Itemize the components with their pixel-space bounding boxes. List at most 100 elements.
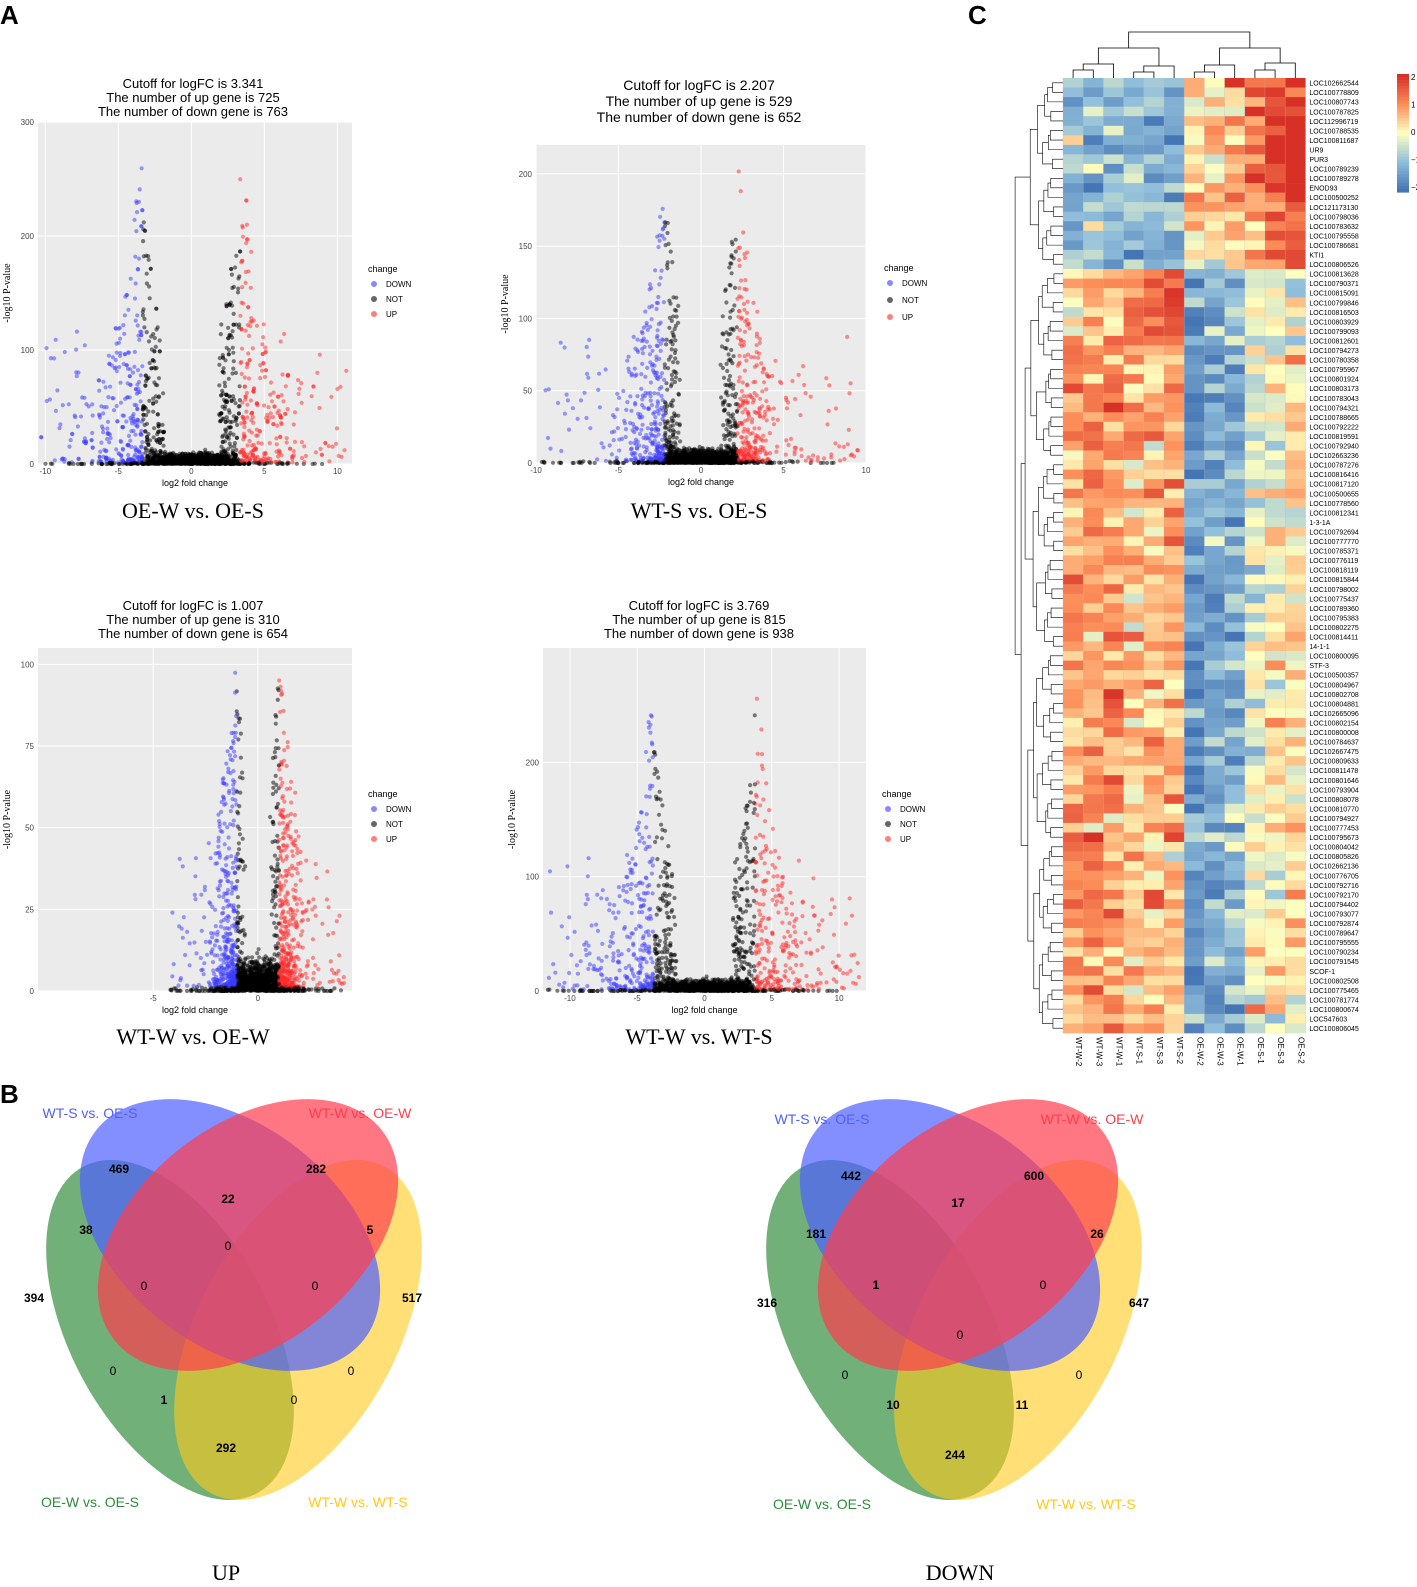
data-point [643,436,648,441]
data-point [127,374,132,379]
data-point [43,461,48,466]
data-point [741,394,746,399]
data-point [236,411,241,416]
data-point [158,458,163,463]
data-point [587,337,592,342]
data-point [219,393,224,398]
data-point [226,347,232,353]
x-tick-label: 10 [333,467,342,476]
data-point [737,375,742,380]
data-point [724,433,729,439]
data-point [144,281,149,286]
data-point [240,836,245,841]
data-point [745,429,750,434]
data-point [217,383,222,388]
data-point [260,351,265,357]
data-point [90,430,95,436]
data-point [260,368,265,373]
data-point [148,266,153,271]
data-point [728,315,733,320]
data-point [639,372,644,377]
data-point [67,460,72,465]
data-point [141,220,146,225]
data-point [128,438,133,443]
data-point [629,373,634,378]
data-point [761,433,766,438]
data-point [304,975,309,980]
data-point [791,460,796,465]
data-point [734,325,739,330]
data-point [646,406,652,411]
data-point [737,286,742,291]
data-point [156,429,161,434]
data-point [833,441,838,446]
data-point [74,374,79,379]
data-point [588,460,593,466]
data-point [630,452,635,458]
data-point [745,400,751,405]
data-point [668,354,673,359]
data-point [67,444,72,449]
data-point [672,350,678,356]
data-point [245,443,250,448]
data-point [246,351,251,356]
data-point [261,335,266,340]
data-point [48,356,54,361]
data-point [718,459,723,464]
data-point [250,346,255,351]
data-point [154,438,159,443]
data-point [229,266,234,272]
data-point [735,431,740,436]
data-point [221,366,226,371]
data-point [298,932,304,938]
data-point [296,391,301,396]
data-point [122,313,127,318]
data-point [236,404,241,409]
data-point [126,350,132,355]
data-point [238,313,243,318]
data-point [625,358,630,363]
data-point [665,419,670,424]
data-point [238,450,243,455]
data-point [132,460,137,465]
data-point [760,389,765,394]
data-point [140,364,145,369]
data-point [154,327,159,332]
data-point [126,307,131,312]
data-point [671,452,676,457]
data-point [146,257,151,262]
x-axis-label: log2 fold change [162,478,228,488]
data-point [335,386,340,391]
data-point [751,380,756,385]
data-point [658,421,663,426]
data-point [539,459,545,465]
data-point [231,322,236,327]
data-point [240,225,245,230]
data-point [731,354,736,359]
data-point [829,452,834,457]
data-point [84,402,89,407]
data-point [149,448,154,453]
data-point [226,835,231,840]
data-point [239,346,245,351]
data-point [669,419,675,424]
data-point [141,254,146,259]
data-point [90,445,95,450]
data-point [334,919,339,924]
data-point [722,398,727,403]
data-point [719,453,724,458]
data-point [645,426,650,431]
data-point [161,391,166,396]
data-point [740,446,745,451]
data-point [106,395,111,400]
data-point [661,413,666,418]
data-point [739,420,744,425]
data-point [752,355,757,360]
data-point [240,285,245,290]
data-point [219,322,224,327]
data-point [136,256,142,261]
data-point [244,222,249,227]
data-point [114,403,119,409]
data-point [772,460,777,465]
data-point [680,452,686,457]
